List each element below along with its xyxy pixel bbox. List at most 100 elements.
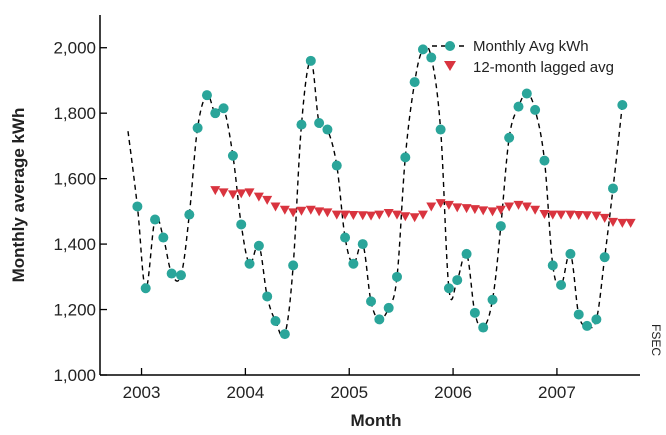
monthly-point	[348, 258, 359, 269]
monthly-point	[469, 307, 480, 318]
lagged-point	[236, 189, 247, 199]
lagged-point	[521, 202, 532, 212]
y-tick-label: 1,400	[53, 235, 96, 254]
monthly-point	[279, 329, 290, 340]
monthly-point	[150, 214, 161, 225]
monthly-point	[331, 160, 342, 171]
lagged-point	[270, 202, 281, 212]
monthly-point	[132, 201, 143, 212]
y-tick-label: 1,600	[53, 170, 96, 189]
y-tick-label: 2,000	[53, 39, 96, 58]
monthly-point	[573, 309, 584, 320]
lagged-point	[495, 205, 506, 215]
monthly-point	[530, 104, 541, 115]
legend-lagged-label: 12-month lagged avg	[473, 59, 614, 76]
lagged-point	[556, 210, 567, 220]
x-tick-label: 2005	[330, 383, 368, 402]
monthly-point	[201, 90, 212, 101]
monthly-point	[547, 260, 558, 271]
lagged-point	[314, 207, 325, 217]
x-axis-title: Month	[351, 411, 402, 430]
monthly-point	[617, 100, 628, 110]
monthly-point	[504, 132, 515, 143]
lagged-point	[452, 203, 463, 213]
monthly-point	[461, 248, 472, 259]
monthly-point	[591, 314, 602, 325]
x-tick-label: 2007	[538, 383, 576, 402]
monthly-point	[236, 219, 247, 230]
lagged-point	[461, 204, 472, 214]
y-tick-label: 1,000	[53, 366, 96, 385]
lagged-point	[530, 205, 541, 215]
lagged-point	[288, 208, 299, 218]
lagged-point	[573, 210, 584, 220]
lagged-point	[504, 202, 515, 212]
x-tick-label: 2003	[123, 383, 161, 402]
lagged-point	[608, 217, 618, 227]
lagged-point	[409, 213, 420, 223]
lagged-point	[625, 218, 636, 228]
monthly-point	[158, 232, 169, 243]
plot-marks	[127, 44, 636, 340]
lagged-point	[617, 218, 628, 228]
monthly-point	[435, 124, 446, 135]
monthly-point	[417, 44, 428, 55]
monthly-point	[192, 122, 203, 133]
monthly-point	[288, 260, 299, 271]
monthly-point	[314, 118, 325, 128]
lagged-point	[322, 208, 333, 218]
lagged-point	[599, 213, 610, 223]
y-tick-label: 1,200	[53, 301, 96, 320]
lagged-point	[357, 211, 368, 221]
monthly-point	[270, 316, 281, 326]
monthly-point	[539, 155, 550, 166]
lagged-point	[539, 209, 550, 219]
lagged-point	[547, 210, 558, 220]
lagged-point	[340, 210, 351, 220]
credit-label: FSEC	[649, 324, 663, 356]
lagged-point	[305, 205, 316, 215]
lagged-point	[331, 210, 342, 220]
monthly-point	[184, 209, 195, 220]
legend-monthly-marker	[445, 41, 455, 51]
monthly-point	[608, 183, 618, 194]
monthly-point	[513, 101, 524, 112]
lagged-point	[469, 205, 480, 215]
monthly-point	[227, 150, 238, 161]
monthly-point	[340, 232, 351, 243]
lagged-point	[279, 205, 290, 215]
lagged-point	[253, 192, 264, 202]
monthly-point	[443, 283, 454, 294]
monthly-point	[409, 77, 420, 88]
monthly-point	[176, 270, 186, 281]
lagged-point	[296, 206, 307, 216]
monthly-point	[495, 221, 506, 232]
lagged-point	[374, 210, 385, 220]
lagged-point	[565, 210, 576, 220]
x-tick-label: 2004	[226, 383, 264, 402]
lagged-point	[513, 200, 524, 210]
lagged-point	[210, 186, 221, 196]
monthly-point	[366, 296, 377, 307]
monthly-point	[565, 248, 576, 259]
monthly-point	[599, 252, 610, 263]
lagged-point	[426, 202, 437, 212]
monthly-point	[478, 322, 489, 333]
monthly-point	[357, 239, 368, 250]
lagged-point	[366, 211, 377, 221]
lagged-point	[435, 199, 446, 209]
lagged-point	[244, 188, 255, 198]
lagged-point	[443, 200, 454, 210]
monthly-point	[140, 283, 151, 294]
monthly-point	[556, 280, 567, 290]
monthly-point	[253, 240, 264, 251]
monthly-point	[487, 294, 498, 305]
y-tick-label: 1,800	[53, 104, 96, 123]
lagged-point	[383, 209, 394, 218]
monthly-series-line	[127, 45, 623, 338]
x-tick-label: 2006	[434, 383, 472, 402]
monthly-point	[296, 119, 307, 130]
lagged-point	[227, 190, 238, 200]
lagged-point	[417, 210, 428, 220]
lagged-point	[478, 206, 489, 216]
